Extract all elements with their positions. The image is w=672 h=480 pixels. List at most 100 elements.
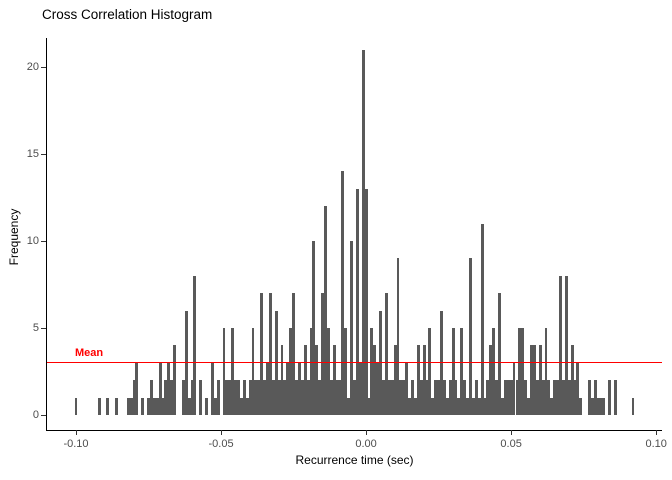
histogram-bar	[135, 362, 139, 415]
histogram-bar	[295, 380, 298, 415]
histogram-bar	[411, 380, 414, 415]
histogram-bar	[579, 397, 583, 415]
histogram-bar	[350, 241, 354, 415]
histogram-bar	[573, 380, 577, 415]
histogram-bar	[184, 310, 188, 415]
histogram-bar	[315, 345, 319, 415]
histogram-bar	[263, 380, 266, 415]
histogram-bar	[309, 328, 313, 415]
histogram-bar	[97, 397, 101, 415]
histogram-bar	[161, 397, 165, 415]
histogram-bar	[561, 380, 565, 415]
histogram-bar	[364, 188, 368, 415]
histogram-bar	[384, 293, 388, 415]
x-tick-label: 0.00	[355, 438, 377, 450]
histogram-bar	[466, 397, 470, 415]
histogram-bar	[300, 380, 304, 415]
histogram-bar	[437, 380, 441, 415]
histogram-bar	[173, 345, 177, 415]
histogram-bar	[251, 328, 255, 415]
histogram-bar	[257, 380, 261, 415]
histogram-bar	[550, 397, 554, 415]
histogram-bar	[164, 380, 168, 415]
histogram-bar	[205, 397, 208, 415]
histogram-bar	[564, 275, 568, 415]
histogram-bar	[326, 328, 330, 415]
histogram-bar	[248, 380, 252, 415]
mean-label: Mean	[75, 346, 104, 359]
histogram-bar	[506, 380, 510, 415]
mean-line	[47, 361, 662, 363]
histogram-bar	[614, 380, 618, 415]
histogram-bar	[422, 345, 426, 415]
histogram-bar	[515, 380, 519, 415]
histogram-bar	[399, 380, 403, 415]
histogram-bar	[260, 293, 264, 415]
histogram-bar	[335, 380, 339, 415]
histogram-bar	[242, 380, 246, 415]
histogram-bar	[434, 380, 438, 415]
histogram-bar	[477, 397, 481, 415]
histogram-bar	[237, 380, 240, 415]
y-tick-label: 5	[32, 322, 39, 334]
histogram-bar	[471, 397, 475, 415]
histogram-bar	[74, 397, 78, 415]
histogram-bar	[567, 380, 571, 415]
histogram-bar	[535, 380, 539, 415]
histogram-bar	[428, 328, 432, 415]
histogram-bar	[483, 397, 487, 415]
histogram-bar	[321, 293, 325, 415]
chart-title: Cross Correlation Histogram	[42, 7, 213, 22]
histogram-bar	[106, 397, 110, 415]
x-tick-label: 0.05	[500, 438, 522, 450]
histogram-bar	[538, 345, 542, 415]
histogram-bar	[338, 380, 342, 415]
histogram-bar	[358, 362, 362, 415]
histogram-bar	[181, 380, 185, 415]
histogram-bar	[361, 49, 365, 415]
histogram-bar	[266, 362, 269, 415]
histogram-bar	[425, 380, 429, 415]
histogram-bar	[170, 380, 174, 415]
y-tick-mark	[41, 67, 46, 69]
histogram-bar	[419, 380, 423, 415]
histogram-bar	[292, 293, 296, 415]
histogram-bar	[210, 362, 214, 415]
histogram-bar	[556, 380, 559, 415]
plot-panel: Mean -0.10 -0.05 0.00 0.05 0.10 0 5 10 15 20	[27, 38, 667, 450]
histogram-bar	[283, 380, 287, 415]
x-tick-mark	[366, 430, 368, 435]
y-tick-label: 10	[26, 235, 39, 248]
histogram-bar	[245, 397, 249, 415]
histogram-bar	[332, 345, 336, 415]
histogram-bar	[405, 362, 409, 415]
histogram-bar	[489, 345, 493, 415]
histogram-bar	[416, 345, 420, 415]
histogram-bar	[234, 380, 237, 415]
histogram-bar	[451, 328, 455, 415]
histogram-bar	[147, 397, 150, 415]
histogram-bar	[408, 397, 412, 415]
histogram-bar	[390, 380, 394, 415]
x-tick-label: -0.10	[63, 438, 89, 450]
histogram-bar	[382, 380, 385, 415]
histogram-bar	[167, 362, 171, 415]
histogram-bar	[532, 345, 536, 415]
histogram-bar	[213, 397, 217, 415]
histogram-bar	[396, 258, 400, 415]
x-tick-mark	[656, 430, 658, 435]
histogram-bar	[225, 380, 229, 415]
histogram-bar	[570, 345, 574, 415]
histogram-bar	[355, 188, 359, 415]
y-tick-mark	[41, 241, 46, 243]
histogram-bar	[158, 362, 162, 415]
histogram-bar	[297, 362, 301, 415]
x-tick-label: -0.05	[208, 438, 234, 450]
histogram-bar	[631, 397, 635, 415]
histogram-bar	[268, 293, 272, 415]
x-tick-mark	[511, 430, 513, 435]
histogram-bar	[393, 345, 397, 415]
histogram-bar	[547, 380, 551, 415]
x-tick-mark	[221, 430, 223, 435]
histogram-bar	[457, 397, 461, 415]
